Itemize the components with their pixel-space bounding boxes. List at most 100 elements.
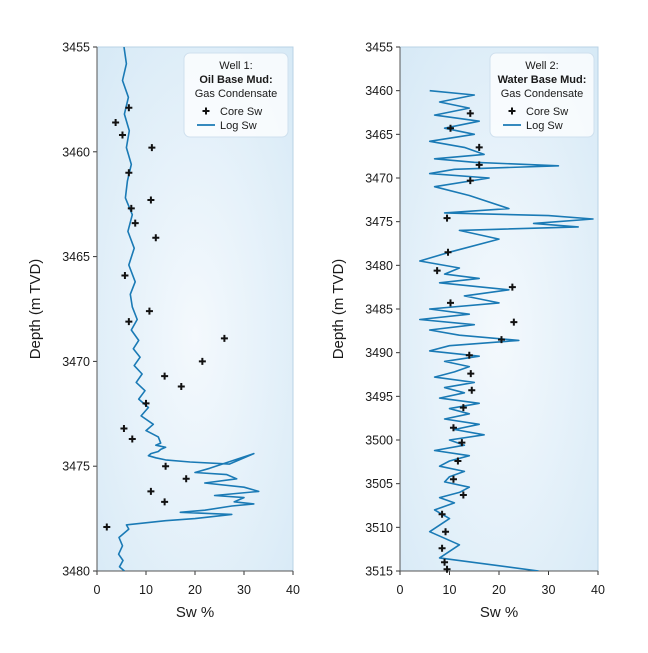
y-tick-label: 3505 — [365, 477, 393, 491]
legend-core-label: Core Sw — [220, 106, 262, 118]
core-sw-point — [147, 487, 155, 495]
core-sw-point — [438, 510, 446, 518]
core-sw-point — [161, 372, 169, 380]
core-sw-point — [444, 248, 452, 256]
legend: Well 2: Water Base Mud: Gas Condensate Core… — [489, 52, 595, 138]
log-sw-line — [117, 47, 260, 571]
y-tick-label: 3465 — [62, 250, 90, 264]
core-sw-point — [508, 283, 516, 291]
x-tick-label: 10 — [139, 583, 153, 597]
legend-box — [183, 52, 289, 138]
core-sw-point — [454, 457, 462, 465]
core-sw-point — [466, 109, 474, 117]
core-sw-point — [177, 383, 185, 391]
core-sw-point — [475, 161, 483, 169]
legend-title: Well 1: — [219, 60, 252, 72]
core-sw-point — [433, 267, 441, 275]
legend-core-label: Core Sw — [526, 106, 568, 118]
y-tick-label: 3460 — [62, 145, 90, 159]
legend-mud-type: Water Base Mud: — [498, 74, 587, 86]
core-sw-point — [131, 219, 139, 227]
y-tick-label: 3510 — [365, 521, 393, 535]
core-sw-point — [120, 424, 128, 432]
legend-fluid-type: Gas Condensate — [501, 88, 584, 100]
core-sw-point — [442, 528, 450, 536]
y-tick-label: 3460 — [365, 84, 393, 98]
core-sw-point — [438, 544, 446, 552]
core-sw-point — [127, 204, 135, 212]
core-sw-point — [510, 318, 518, 326]
core-sw-point — [449, 424, 457, 432]
y-tick-label: 3495 — [365, 390, 393, 404]
core-sw-point — [466, 177, 474, 185]
core-sw-point — [465, 351, 473, 359]
core-sw-point — [443, 214, 451, 222]
y-tick-label: 3475 — [365, 215, 393, 229]
core-sw-point — [475, 143, 483, 151]
y-tick-label: 3515 — [365, 565, 393, 579]
legend-fluid-type: Gas Condensate — [195, 88, 278, 100]
legend-log-label: Log Sw — [220, 120, 257, 132]
y-tick-label: 3455 — [365, 41, 393, 55]
core-sw-point — [198, 357, 206, 365]
y-tick-label: 3465 — [365, 128, 393, 142]
x-tick-label: 20 — [492, 583, 506, 597]
chart-panel-2: 3455 3460 3465 3470 3475 3480 3485 3490 3495 3500… — [330, 41, 605, 622]
core-sw-point — [125, 104, 133, 112]
y-axis-title: Depth (m TVD) — [330, 259, 347, 360]
x-tick-label: 40 — [591, 583, 605, 597]
x-tick-label: 10 — [443, 583, 457, 597]
x-tick-label: 20 — [188, 583, 202, 597]
core-sw-point — [162, 462, 170, 470]
core-sw-point — [118, 131, 126, 139]
legend-log-label: Log Sw — [526, 120, 563, 132]
y-tick-label: 3470 — [62, 355, 90, 369]
legend-mud-type: Oil Base Mud: — [199, 74, 272, 86]
core-sw-point — [148, 144, 156, 152]
y-axis-title: Depth (m TVD) — [27, 259, 44, 360]
core-sw-point — [497, 336, 505, 344]
legend-core-marker — [202, 107, 210, 115]
core-sw-point — [458, 439, 466, 447]
x-axis-title: Sw % — [176, 604, 214, 621]
core-sw-point — [125, 318, 133, 326]
core-sw-point — [446, 299, 454, 307]
core-sw-point — [147, 196, 155, 204]
y-tick-label: 3475 — [62, 460, 90, 474]
x-tick-label: 40 — [286, 583, 300, 597]
core-sw-point — [182, 475, 190, 483]
core-sw-point — [459, 404, 467, 412]
legend-title: Well 2: — [525, 60, 558, 72]
core-sw-point — [145, 307, 153, 315]
core-sw-point — [468, 386, 476, 394]
core-sw-point — [446, 124, 454, 132]
core-sw-point — [112, 118, 120, 126]
x-tick-label: 0 — [94, 583, 101, 597]
core-sw-point — [128, 435, 136, 443]
core-sw-point — [449, 475, 457, 483]
core-sw-point — [103, 523, 111, 531]
core-sw-point — [441, 558, 449, 566]
x-tick-label: 0 — [397, 583, 404, 597]
y-tick-label: 3480 — [62, 565, 90, 579]
y-tick-label: 3485 — [365, 303, 393, 317]
legend-box — [489, 52, 595, 138]
log-sw-line — [418, 89, 594, 571]
y-tick-label: 3470 — [365, 172, 393, 186]
x-tick-label: 30 — [542, 583, 556, 597]
core-sw-point — [142, 399, 150, 407]
y-tick-label: 3455 — [62, 41, 90, 55]
core-sw-point — [467, 370, 475, 378]
chart-panel-1: 3455 3460 3465 3470 3475 3480 0 10 20 30 40 Sw % Dep… — [27, 41, 300, 622]
core-sw-point — [121, 271, 129, 279]
y-tick-label: 3490 — [365, 346, 393, 360]
core-sw-point — [443, 565, 451, 573]
legend: Well 1: Oil Base Mud: Gas Condensate Core S… — [183, 52, 289, 138]
core-sw-point — [152, 234, 160, 242]
y-tick-label: 3500 — [365, 434, 393, 448]
x-axis-title: Sw % — [480, 604, 518, 621]
core-sw-point — [125, 169, 133, 177]
y-tick-label: 3480 — [365, 259, 393, 273]
